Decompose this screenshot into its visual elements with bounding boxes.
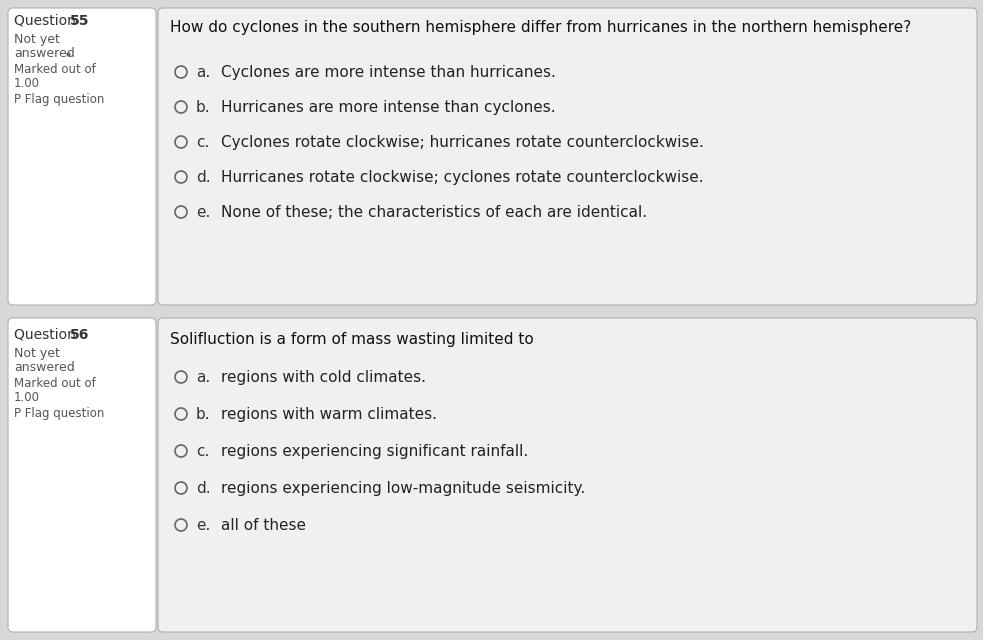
Text: c.: c.: [196, 135, 209, 150]
FancyBboxPatch shape: [158, 8, 977, 305]
Text: None of these; the characteristics of each are identical.: None of these; the characteristics of ea…: [221, 205, 647, 220]
Text: e.: e.: [196, 518, 210, 533]
Text: b.: b.: [196, 100, 210, 115]
Text: c.: c.: [196, 444, 209, 459]
Text: answered: answered: [14, 361, 75, 374]
Text: d.: d.: [196, 170, 210, 185]
Text: d.: d.: [196, 481, 210, 496]
Text: 1.00: 1.00: [14, 391, 40, 404]
Text: How do cyclones in the southern hemisphere differ from hurricanes in the norther: How do cyclones in the southern hemisphe…: [170, 20, 911, 35]
Text: Marked out of: Marked out of: [14, 63, 95, 76]
Text: answered: answered: [14, 47, 75, 60]
Text: regions experiencing low-magnitude seismicity.: regions experiencing low-magnitude seism…: [221, 481, 585, 496]
Text: Not yet: Not yet: [14, 347, 60, 360]
Text: a.: a.: [196, 65, 210, 80]
Text: b.: b.: [196, 407, 210, 422]
Text: 55: 55: [70, 14, 89, 28]
Text: regions with warm climates.: regions with warm climates.: [221, 407, 437, 422]
Text: Cyclones rotate clockwise; hurricanes rotate counterclockwise.: Cyclones rotate clockwise; hurricanes ro…: [221, 135, 704, 150]
Text: P Flag question: P Flag question: [14, 407, 104, 420]
Text: Marked out of: Marked out of: [14, 377, 95, 390]
Text: regions with cold climates.: regions with cold climates.: [221, 370, 426, 385]
Text: e.: e.: [196, 205, 210, 220]
Text: a.: a.: [196, 370, 210, 385]
Text: P Flag question: P Flag question: [14, 93, 104, 106]
FancyBboxPatch shape: [8, 8, 156, 305]
Text: Solifluction is a form of mass wasting limited to: Solifluction is a form of mass wasting l…: [170, 332, 534, 347]
Text: Not yet: Not yet: [14, 33, 60, 46]
Text: 56: 56: [70, 328, 89, 342]
FancyBboxPatch shape: [8, 318, 156, 632]
Text: Cyclones are more intense than hurricanes.: Cyclones are more intense than hurricane…: [221, 65, 555, 80]
Text: Question: Question: [14, 328, 81, 342]
FancyBboxPatch shape: [158, 318, 977, 632]
Text: Hurricanes are more intense than cyclones.: Hurricanes are more intense than cyclone…: [221, 100, 555, 115]
Text: Question: Question: [14, 14, 81, 28]
Text: all of these: all of these: [221, 518, 306, 533]
Text: 1.00: 1.00: [14, 77, 40, 90]
Text: regions experiencing significant rainfall.: regions experiencing significant rainfal…: [221, 444, 528, 459]
Text: Hurricanes rotate clockwise; cyclones rotate counterclockwise.: Hurricanes rotate clockwise; cyclones ro…: [221, 170, 704, 185]
